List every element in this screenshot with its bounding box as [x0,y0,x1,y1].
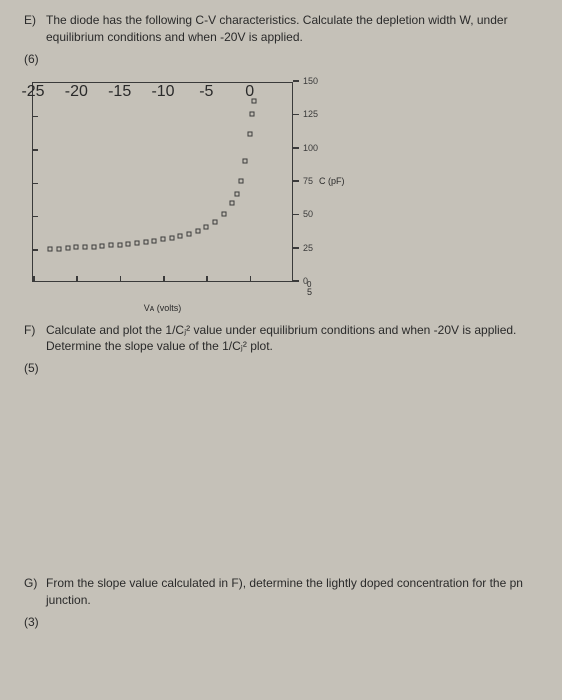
x-tick-label: -5 [199,83,213,101]
question-e-text: The diode has the following C-V characte… [46,12,538,46]
x-axis-title: Vᴀ (volts) [144,303,181,313]
y-tick-label: 150 [303,76,318,86]
x-tick [250,276,252,281]
x-tick [76,276,78,281]
left-tick [33,183,38,185]
question-f: F) Calculate and plot the 1/Cⱼ² value un… [24,322,538,376]
y-tick: 125 [293,114,318,115]
data-marker [152,238,157,243]
x-tick-label: -15 [108,83,131,101]
y-tick-label: 25 [303,243,313,253]
data-marker [252,98,257,103]
data-marker [250,111,255,116]
x-tick-label: -25 [21,83,44,101]
data-marker [48,246,53,251]
data-marker [247,131,252,136]
x-tick-label: -10 [151,83,174,101]
y-tick-label: 100 [303,143,318,153]
data-marker [161,237,166,242]
y-axis-unit: C (pF) [319,176,345,186]
left-tick [33,216,38,218]
question-g-points: (3) [24,615,538,629]
data-marker [230,201,235,206]
data-marker [126,241,131,246]
x-tick [33,276,35,281]
y-tick: 75C (pF) [293,181,345,182]
data-marker [117,242,122,247]
left-tick [33,249,38,251]
y-tick: 100 [293,147,318,148]
data-marker [221,211,226,216]
x-tick [120,276,122,281]
question-f-label: F) [24,322,46,339]
question-e-header: E) The diode has the following C-V chara… [24,12,538,46]
left-tick [33,116,38,118]
y-tick-label: 50 [303,209,313,219]
data-marker [213,219,218,224]
y-tick: 0 [293,281,308,282]
data-marker [91,244,96,249]
data-marker [204,225,209,230]
y-tick-label: 0 [303,276,308,286]
x-tick [206,276,208,281]
data-marker [74,245,79,250]
data-marker [169,235,174,240]
y-tick-label: 75 [303,176,313,186]
data-marker [234,191,239,196]
x-tick-label: -20 [65,83,88,101]
question-e-label: E) [24,12,46,29]
y-tick: 50 [293,214,313,215]
data-marker [57,246,62,251]
data-marker [100,243,105,248]
question-f-text: Calculate and plot the 1/Cⱼ² value under… [46,322,538,356]
data-marker [143,239,148,244]
data-marker [239,178,244,183]
question-g-label: G) [24,575,46,592]
y-tick: 25 [293,247,313,248]
left-tick [33,149,38,151]
data-marker [83,245,88,250]
data-marker [109,243,114,248]
cv-chart-plot-area: Vᴀ (volts) -25-20-15-10-5005 [32,82,292,282]
question-f-header: F) Calculate and plot the 1/Cⱼ² value un… [24,322,538,356]
data-marker [195,229,200,234]
question-e-points: (6) [24,52,538,66]
data-marker [135,241,140,246]
data-marker [178,233,183,238]
question-f-points: (5) [24,361,538,375]
question-g-header: G) From the slope value calculated in F)… [24,575,538,609]
cv-chart: Vᴀ (volts) -25-20-15-10-5005 0255075C (p… [32,82,538,282]
y-axis: 0255075C (pF)100125150 [292,82,352,282]
question-g: G) From the slope value calculated in F)… [24,575,538,629]
question-e: E) The diode has the following C-V chara… [24,12,538,66]
x-tick [163,276,165,281]
question-g-text: From the slope value calculated in F), d… [46,575,538,609]
data-marker [243,158,248,163]
y-tick: 150 [293,81,318,82]
data-marker [65,245,70,250]
y-tick-label: 125 [303,109,318,119]
data-marker [187,231,192,236]
